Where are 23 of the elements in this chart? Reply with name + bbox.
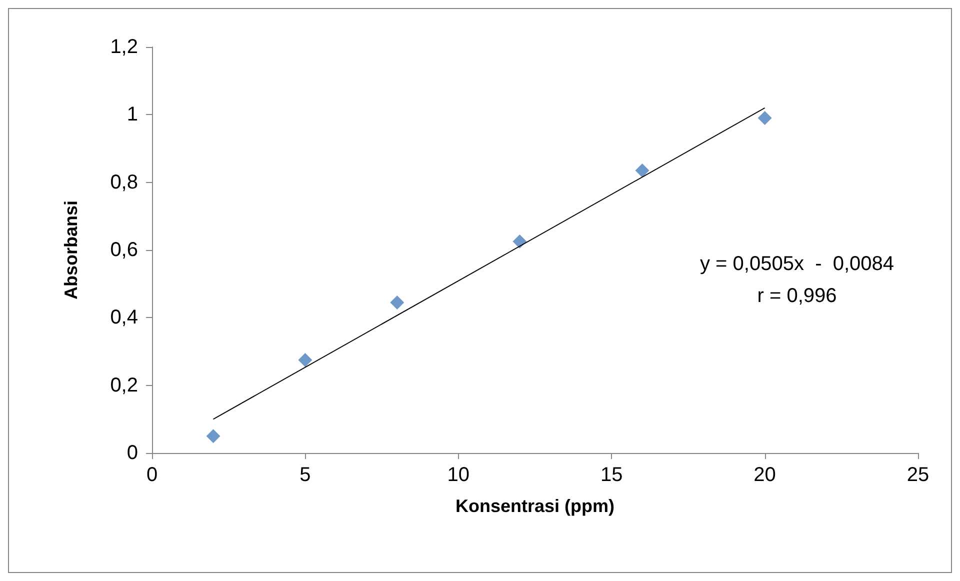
annotation: y = 0,0505x - 0,0084 bbox=[700, 253, 894, 275]
y-tick-label: 0,8 bbox=[110, 171, 138, 194]
x-tick-label: 15 bbox=[600, 464, 623, 486]
y-tick-label: 0,4 bbox=[110, 306, 138, 329]
x-tick-label: 20 bbox=[754, 464, 776, 486]
point bbox=[758, 111, 772, 126]
point bbox=[298, 352, 312, 367]
point bbox=[512, 234, 527, 249]
y-tick-label: 0,2 bbox=[110, 374, 138, 396]
annotation: r = 0,996 bbox=[757, 285, 837, 307]
x-tick-label: 5 bbox=[300, 464, 311, 486]
y-tick-label: 1,2 bbox=[110, 36, 138, 58]
x-tick-label: 25 bbox=[906, 464, 930, 486]
point bbox=[390, 295, 404, 310]
y-axis-title: Absorbansi bbox=[61, 200, 81, 300]
point bbox=[635, 163, 650, 178]
y-tick-label: 0 bbox=[126, 442, 138, 464]
point bbox=[206, 429, 220, 444]
y-tick-label: 0,6 bbox=[110, 239, 138, 261]
y-tick-label: 1 bbox=[126, 104, 138, 126]
x-axis-title: Konsentrasi (ppm) bbox=[455, 496, 615, 516]
x-tick-label: 0 bbox=[146, 464, 158, 486]
x-tick-label: 10 bbox=[447, 464, 470, 486]
